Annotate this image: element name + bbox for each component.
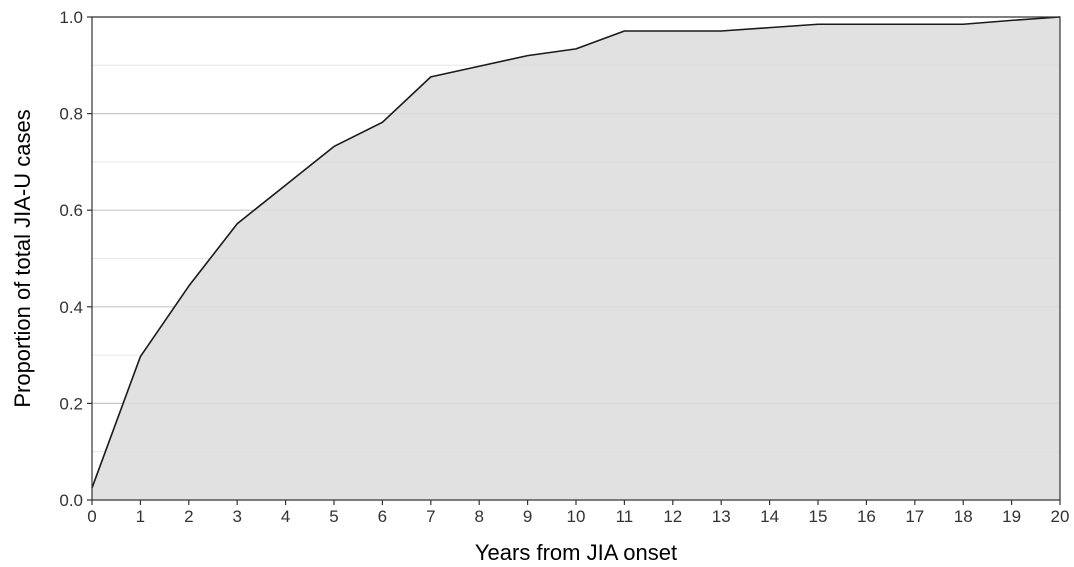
- x-tick-label: 15: [809, 507, 828, 526]
- y-axis: 0.0 0.2 0.4 0.6 0.8 1.0: [59, 8, 92, 510]
- area-fill: [92, 17, 1060, 500]
- x-axis-title: Years from JIA onset: [475, 540, 677, 565]
- x-tick-label: 13: [712, 507, 731, 526]
- x-tick-label: 10: [567, 507, 586, 526]
- x-tick-label: 16: [857, 507, 876, 526]
- x-tick-label: 1: [136, 507, 145, 526]
- x-tick-label: 5: [329, 507, 338, 526]
- y-tick-label: 0.6: [59, 201, 83, 220]
- x-tick-label: 2: [184, 507, 193, 526]
- y-tick-label: 0.8: [59, 105, 83, 124]
- y-axis-title: Proportion of total JIA-U cases: [10, 109, 35, 407]
- x-tick-label: 8: [474, 507, 483, 526]
- x-tick-label: 7: [426, 507, 435, 526]
- series-line: [91, 16, 1061, 489]
- x-tick-label: 11: [616, 507, 634, 526]
- x-axis: 0 1 2 3 4 5 6 7 8 9 10 11 12 13 14 15 16 17 18 19 20: [87, 500, 1069, 526]
- x-tick-label: 18: [954, 507, 973, 526]
- x-tick-label: 0: [87, 507, 96, 526]
- x-tick-label: 4: [281, 507, 290, 526]
- x-tick-label: 6: [378, 507, 387, 526]
- y-tick-label: 0.0: [59, 491, 83, 510]
- x-tick-label: 9: [523, 507, 532, 526]
- y-tick-label: 0.4: [59, 298, 83, 317]
- x-tick-label: 3: [232, 507, 241, 526]
- y-tick-label: 1.0: [59, 8, 83, 27]
- x-tick-label: 19: [1002, 507, 1021, 526]
- y-tick-label: 0.2: [59, 394, 83, 413]
- x-tick-label: 17: [905, 507, 924, 526]
- x-tick-label: 20: [1051, 507, 1070, 526]
- x-tick-label: 14: [760, 507, 779, 526]
- x-tick-label: 12: [663, 507, 682, 526]
